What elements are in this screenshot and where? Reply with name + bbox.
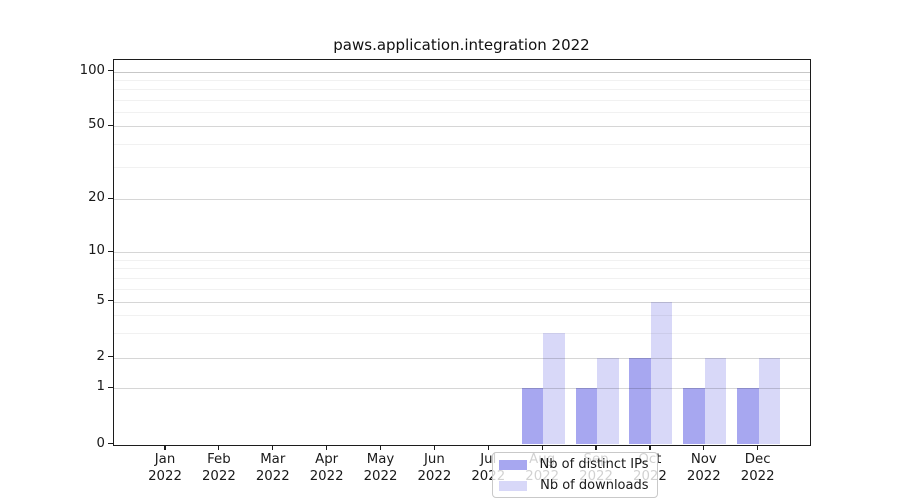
y-tick-mark [107, 197, 113, 199]
y-tick-label: 50 [88, 117, 105, 133]
x-tick-label-may: May 2022 [363, 452, 398, 484]
bar-distinct-ips-nov [683, 388, 705, 445]
x-tick-mark [272, 444, 274, 450]
x-tick-mark [541, 444, 543, 450]
x-tick-label-feb: Feb 2022 [201, 452, 236, 484]
x-tick-label-nov: Nov 2022 [686, 452, 721, 484]
legend: Nb of distinct IPs Nb of downloads [491, 452, 658, 498]
y-tick-label: 1 [96, 379, 105, 395]
bar-downloads-dec [758, 357, 781, 445]
legend-label-downloads: Nb of downloads [540, 478, 649, 493]
minor-gridline [114, 259, 810, 261]
x-tick-mark [164, 444, 166, 450]
legend-label-distinct-ips: Nb of distinct IPs [539, 457, 649, 472]
y-tick-label: 100 [79, 62, 105, 78]
legend-swatch-distinct-ips-icon [498, 459, 527, 470]
major-gridline [114, 126, 810, 128]
minor-gridline [114, 144, 810, 146]
x-tick-mark [326, 444, 328, 450]
minor-gridline [114, 332, 810, 334]
y-tick-label: 2 [96, 348, 105, 364]
bar-distinct-ips-aug [521, 388, 544, 445]
x-tick-mark [379, 444, 382, 450]
minor-gridline [114, 99, 810, 101]
minor-gridline [114, 277, 810, 279]
x-tick-label-jun: Jun 2022 [417, 452, 452, 484]
minor-gridline [114, 288, 810, 290]
x-tick-mark [757, 444, 759, 450]
y-tick-label: 20 [88, 190, 105, 206]
bar-distinct-ips-oct [629, 357, 651, 445]
chart-title: paws.application.integration 2022 [333, 36, 590, 54]
minor-gridline [114, 79, 810, 81]
major-gridline [114, 252, 810, 254]
major-gridline [114, 301, 810, 303]
x-tick-label-mar: Mar 2022 [255, 452, 290, 484]
bar-downloads-aug [543, 332, 565, 445]
y-tick-label: 10 [88, 243, 105, 259]
minor-gridline [114, 315, 810, 317]
y-tick-mark [107, 442, 113, 445]
y-tick-mark [107, 124, 113, 126]
x-tick-label-jan: Jan 2022 [148, 452, 182, 484]
x-tick-mark [595, 444, 597, 450]
major-gridline [114, 199, 810, 201]
legend-swatch-downloads-icon [498, 480, 527, 491]
bar-downloads-nov [704, 357, 727, 445]
x-tick-mark [218, 444, 220, 450]
bar-downloads-oct [650, 301, 673, 445]
major-gridline [114, 71, 810, 73]
bar-distinct-ips-sep [575, 388, 598, 445]
x-tick-mark [433, 444, 435, 450]
y-tick-label: 0 [96, 435, 105, 451]
x-tick-mark [487, 444, 489, 450]
y-tick-mark [107, 386, 113, 388]
y-tick-mark [107, 250, 113, 252]
y-tick-mark [107, 356, 113, 358]
plot-area: Nb of distinct IPs Nb of downloads [113, 59, 811, 498]
bar-downloads-sep [597, 357, 619, 445]
x-tick-mark [649, 444, 651, 450]
major-gridline [114, 357, 810, 359]
y-tick-label: 5 [96, 292, 105, 308]
bar-distinct-ips-dec [737, 388, 759, 445]
x-tick-label-apr: Apr 2022 [309, 452, 344, 484]
legend-item-downloads: Nb of downloads [498, 478, 649, 493]
x-tick-mark [703, 444, 705, 450]
minor-gridline [114, 268, 810, 270]
y-tick-mark [107, 300, 113, 302]
minor-gridline [114, 166, 810, 168]
legend-item-distinct-ips: Nb of distinct IPs [498, 457, 649, 472]
major-gridline [114, 388, 810, 390]
y-tick-mark [107, 70, 113, 72]
minor-gridline [114, 89, 810, 91]
minor-gridline [114, 111, 810, 113]
x-tick-label-dec: Dec 2022 [740, 452, 775, 484]
